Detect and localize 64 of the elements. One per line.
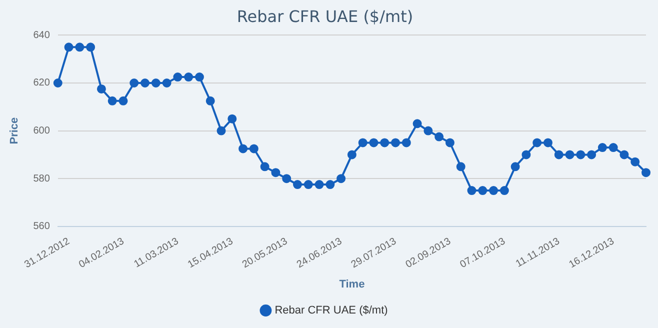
point	[304, 180, 313, 190]
point	[412, 119, 422, 128]
point	[206, 96, 215, 106]
y-tick-label: 620	[33, 78, 50, 89]
point	[642, 168, 650, 178]
point	[140, 78, 150, 88]
point	[587, 150, 596, 160]
legend-label: Rebar CFR UAE ($/mt)	[274, 304, 388, 317]
y-axis-title: Price	[8, 117, 21, 144]
point	[86, 42, 96, 52]
point	[391, 138, 400, 148]
point	[336, 174, 346, 184]
y-tick-label: 600	[33, 126, 50, 137]
point	[162, 78, 172, 88]
point	[456, 162, 466, 172]
point	[576, 150, 586, 160]
chart-title: Rebar CFR UAE ($/mt)	[236, 6, 414, 26]
point	[216, 126, 226, 136]
point	[543, 138, 552, 148]
point	[184, 72, 194, 82]
point	[75, 42, 84, 52]
point	[358, 138, 368, 148]
y-tick-label: 640	[33, 30, 50, 41]
point	[608, 143, 618, 152]
point	[554, 150, 564, 160]
point	[620, 150, 629, 160]
point	[292, 180, 302, 190]
point	[271, 168, 280, 178]
point	[489, 186, 498, 196]
point	[173, 72, 182, 82]
point	[194, 72, 204, 82]
point	[228, 114, 237, 124]
point	[598, 143, 607, 152]
point	[130, 78, 139, 88]
point	[630, 157, 640, 166]
point	[565, 150, 574, 160]
point	[445, 138, 454, 148]
point	[369, 138, 378, 148]
point	[510, 162, 520, 172]
point	[326, 180, 335, 190]
point	[347, 150, 356, 160]
point	[260, 162, 270, 172]
point	[478, 186, 488, 196]
y-tick-label: 580	[33, 173, 50, 184]
point	[64, 42, 74, 52]
point	[380, 138, 390, 148]
point	[249, 144, 258, 154]
point	[118, 96, 128, 106]
x-axis-title: Time	[339, 278, 365, 290]
point	[402, 138, 411, 148]
point	[314, 180, 324, 190]
point	[238, 144, 248, 154]
point	[467, 186, 476, 196]
point	[53, 78, 62, 88]
point	[434, 132, 444, 142]
point	[424, 126, 433, 136]
point	[96, 84, 106, 94]
point	[151, 78, 160, 88]
y-tick-label: 560	[33, 221, 50, 232]
point	[500, 186, 509, 196]
point	[108, 96, 117, 106]
point	[282, 174, 292, 184]
point	[532, 138, 542, 148]
point	[522, 150, 531, 160]
